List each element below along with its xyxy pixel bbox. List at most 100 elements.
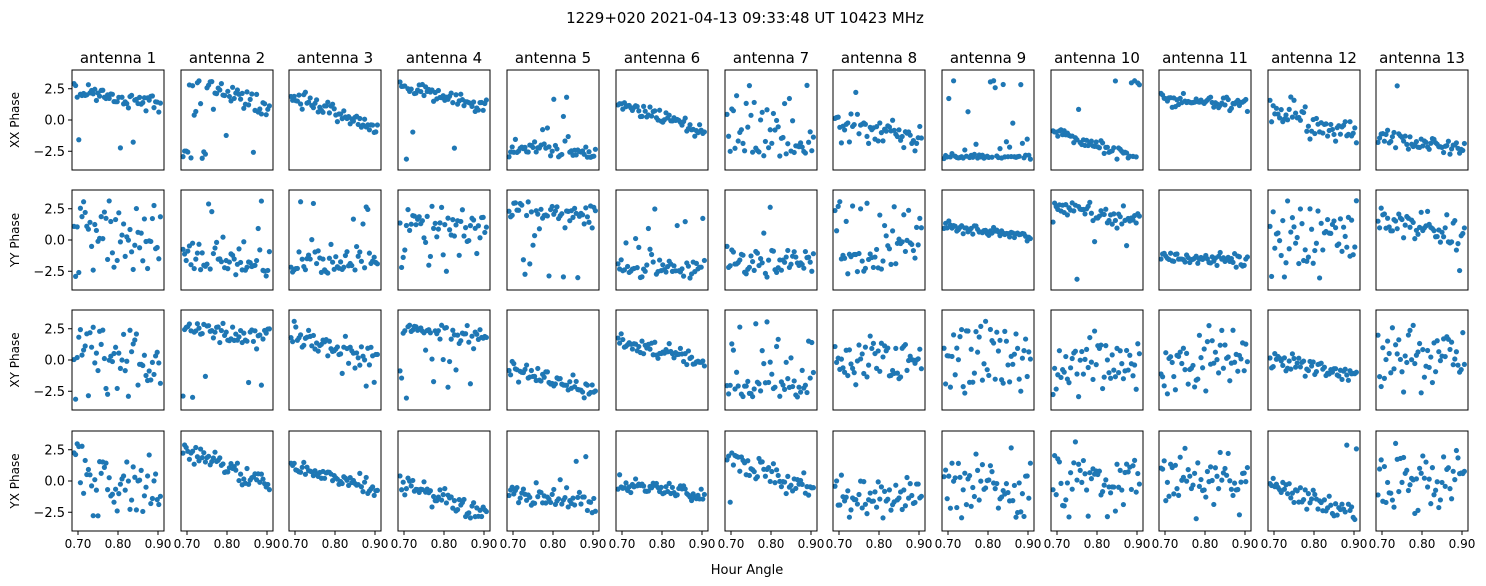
data-point [877,212,883,218]
data-point [125,478,131,484]
data-point [1180,474,1186,480]
data-point [1402,353,1408,359]
data-point [687,275,693,281]
data-point [1125,367,1131,373]
data-point [798,389,804,395]
data-point [1179,360,1185,367]
data-point [1269,273,1275,280]
data-point [959,515,965,521]
data-point [210,106,216,112]
row-label: XY Phase [8,332,22,387]
x-tick-label: 0.80 [1409,537,1436,551]
data-point [133,507,139,513]
data-point [338,111,344,117]
y-tick-label: 2.5 [44,82,65,97]
data-point [108,218,114,225]
data-point [116,491,122,497]
data-point [639,113,645,120]
data-point [1177,95,1183,101]
data-point [432,220,438,226]
data-point [856,342,862,348]
data-point [443,500,449,506]
data-point [1312,491,1318,498]
data-point [687,122,693,128]
data-point [125,393,131,399]
data-point [1000,380,1006,386]
data-point [1291,224,1297,230]
data-point [1109,221,1115,227]
data-point [1391,504,1397,510]
data-point [463,331,469,337]
data-point [875,479,881,485]
data-point [658,484,664,490]
data-point [109,358,115,365]
data-point [124,459,130,465]
data-point [997,337,1003,343]
data-point [992,85,998,91]
data-point [431,379,437,385]
data-point [896,127,902,133]
data-point [1289,114,1295,120]
data-point [527,494,533,500]
data-point [1336,241,1342,247]
data-point [899,133,905,140]
data-point [1312,130,1318,137]
data-point [254,91,260,97]
data-point [255,225,261,232]
data-point [113,344,119,350]
data-point [1084,487,1090,493]
data-point [263,112,269,118]
x-tick-label: 0.90 [906,537,933,551]
data-point [528,209,535,215]
data-point [119,94,125,100]
data-point [906,207,912,213]
data-point [1214,262,1220,269]
subplot-4-8: 0.70 0.80 0.90 [826,430,933,551]
data-point [864,200,870,206]
data-point [991,340,997,346]
data-point [474,331,480,337]
data-point [1410,219,1416,226]
data-point [1180,345,1186,351]
data-point [946,218,952,224]
data-point [1093,139,1099,145]
data-point [973,329,979,335]
data-point [867,333,873,339]
subplot-4-7: 0.70 0.80 0.90 [718,430,824,551]
data-point [1196,332,1202,338]
data-point [1267,97,1273,103]
data-point [447,358,453,365]
data-point [898,374,904,380]
data-point [968,503,974,509]
data-point [592,508,599,514]
data-point [791,378,797,384]
data-point [639,274,645,280]
data-point [233,272,239,278]
data-point [1117,467,1123,473]
data-point [111,264,117,270]
data-point [1275,230,1281,236]
data-point [408,483,414,489]
data-point [848,507,854,513]
data-point [1112,78,1118,84]
data-point [1177,349,1183,355]
data-point [1353,198,1359,204]
data-point [137,94,143,100]
data-point [729,341,735,347]
data-point [1069,355,1075,362]
data-point [374,351,380,358]
data-point [770,248,777,254]
data-point [1288,94,1294,100]
data-point [307,95,313,101]
data-point [358,484,364,490]
data-point [1312,247,1318,254]
axes-frame [506,189,600,291]
data-point [1171,373,1177,380]
data-point [258,471,264,477]
data-point [1353,446,1359,452]
data-point [859,351,865,357]
x-tick-label: 0.70 [1152,537,1179,551]
data-point [230,324,236,330]
data-point [206,201,212,207]
data-point [645,488,652,494]
